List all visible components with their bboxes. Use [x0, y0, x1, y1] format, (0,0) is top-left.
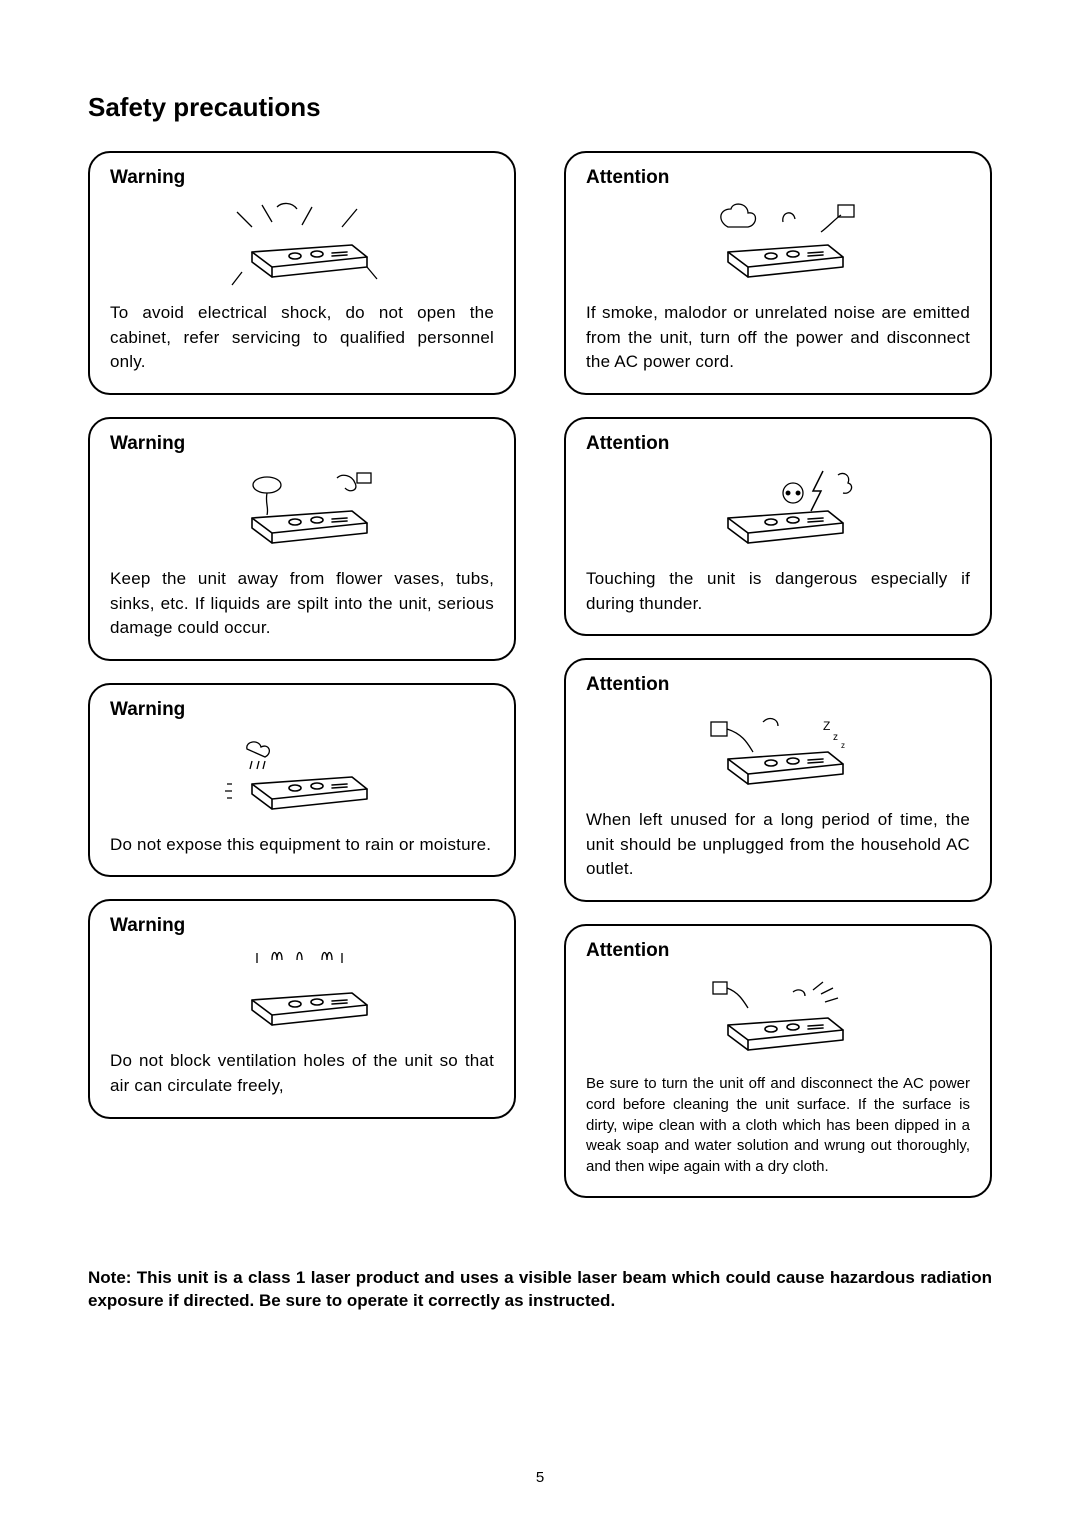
box-heading: Warning	[110, 167, 494, 189]
left-box-3: Warning Do not block ventilation holes o…	[88, 899, 516, 1118]
right-box-3: Attention Be sure to turn the unit off a…	[564, 924, 992, 1197]
illustration-unplug: Z z z	[586, 704, 970, 794]
left-box-0: Warning To avoid electrical shock, do no…	[88, 151, 516, 395]
box-heading: Attention	[586, 674, 970, 696]
laser-note: Note: This unit is a class 1 laser produ…	[88, 1266, 992, 1314]
right-box-2: Attention Z z z When left unused for a l…	[564, 658, 992, 902]
illustration-smoke	[586, 197, 970, 287]
right-column: Attention If smoke, malodor or unrelated…	[564, 151, 992, 1198]
box-text: Keep the unit away from flower vases, tu…	[110, 567, 494, 641]
box-heading: Attention	[586, 433, 970, 455]
box-text: Be sure to turn the unit off and disconn…	[586, 1074, 970, 1177]
box-heading: Warning	[110, 433, 494, 455]
box-text: Do not expose this equipment to rain or …	[110, 833, 494, 858]
box-text: Touching the unit is dangerous especiall…	[586, 567, 970, 616]
svg-text:z: z	[833, 732, 838, 743]
left-column: Warning To avoid electrical shock, do no…	[88, 151, 516, 1198]
box-heading: Warning	[110, 699, 494, 721]
page-title: Safety precautions	[88, 92, 992, 123]
box-text: To avoid electrical shock, do not open t…	[110, 301, 494, 375]
illustration-liquid	[110, 463, 494, 553]
box-heading: Attention	[586, 940, 970, 962]
svg-text:Z: Z	[823, 719, 830, 733]
illustration-shock	[110, 197, 494, 287]
illustration-thunder	[586, 463, 970, 553]
box-heading: Warning	[110, 915, 494, 937]
illustration-clean	[586, 970, 970, 1060]
page-number: 5	[0, 1469, 1080, 1486]
box-text: When left unused for a long period of ti…	[586, 808, 970, 882]
illustration-vent	[110, 945, 494, 1035]
svg-text:z: z	[841, 741, 845, 750]
columns: Warning To avoid electrical shock, do no…	[88, 151, 992, 1198]
illustration-rain	[110, 729, 494, 819]
right-box-1: Attention Touching the unit is dangerous…	[564, 417, 992, 636]
left-box-2: Warning Do not expose this equipment to …	[88, 683, 516, 878]
right-box-0: Attention If smoke, malodor or unrelated…	[564, 151, 992, 395]
box-text: Do not block ventilation holes of the un…	[110, 1049, 494, 1098]
left-box-1: Warning Keep the unit away from flower v…	[88, 417, 516, 661]
box-text: If smoke, malodor or unrelated noise are…	[586, 301, 970, 375]
box-heading: Attention	[586, 167, 970, 189]
